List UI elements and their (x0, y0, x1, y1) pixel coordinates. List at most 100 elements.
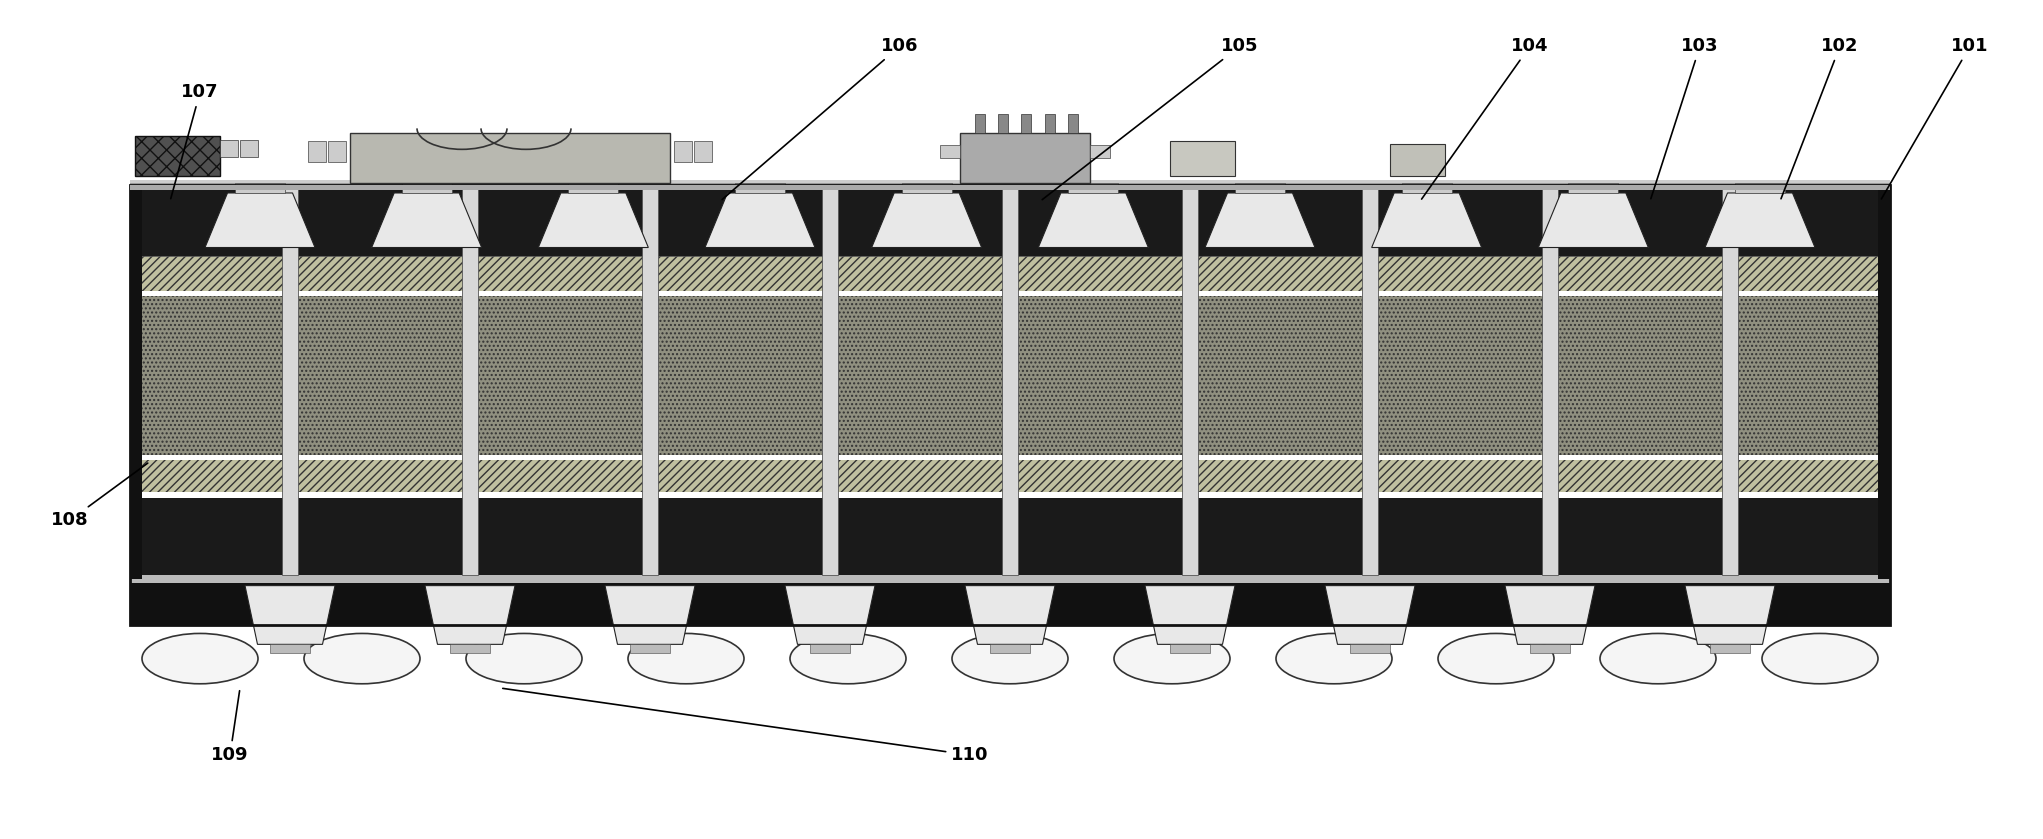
Bar (1735, 183, 1786, 193)
Text: 105: 105 (1042, 37, 1258, 200)
Bar (462, 189, 478, 575)
Bar (629, 644, 670, 653)
Bar (131, 457, 1890, 495)
Bar (960, 133, 1091, 183)
Bar (131, 185, 1890, 256)
Bar (131, 495, 1890, 579)
Bar (1710, 644, 1751, 653)
Bar (1569, 183, 1618, 193)
Bar (1350, 644, 1389, 653)
Bar (270, 644, 311, 653)
Bar (131, 185, 1890, 190)
Bar (131, 185, 1890, 625)
Bar (674, 141, 693, 162)
Ellipse shape (1277, 633, 1391, 684)
Bar (821, 189, 838, 575)
Bar (131, 294, 1890, 457)
Bar (135, 136, 221, 176)
Text: 107: 107 (172, 83, 219, 199)
Polygon shape (245, 586, 335, 644)
Polygon shape (1506, 586, 1596, 644)
Bar (940, 145, 960, 158)
Ellipse shape (791, 633, 905, 684)
Bar (131, 575, 1890, 583)
Polygon shape (539, 193, 648, 248)
Bar (131, 183, 1890, 186)
Bar (402, 183, 452, 193)
Bar (131, 256, 1890, 294)
Polygon shape (964, 586, 1054, 644)
Ellipse shape (1113, 633, 1230, 684)
Bar (1091, 145, 1109, 158)
Bar (1022, 114, 1032, 133)
Polygon shape (785, 586, 874, 644)
Bar (221, 140, 237, 157)
Polygon shape (872, 193, 983, 248)
Polygon shape (372, 193, 482, 248)
Text: 106: 106 (721, 37, 919, 200)
Bar (1401, 183, 1453, 193)
Bar (329, 141, 345, 162)
Polygon shape (1205, 193, 1316, 248)
Polygon shape (705, 193, 815, 248)
Text: 108: 108 (51, 463, 147, 529)
Bar (991, 644, 1030, 653)
Bar (1530, 644, 1569, 653)
Ellipse shape (952, 633, 1068, 684)
Polygon shape (1371, 193, 1481, 248)
Bar (239, 140, 257, 157)
Bar (1068, 183, 1118, 193)
Bar (349, 133, 670, 183)
Bar (1001, 189, 1017, 575)
Bar (1542, 189, 1559, 575)
Ellipse shape (1438, 633, 1555, 684)
Ellipse shape (1600, 633, 1716, 684)
Text: 110: 110 (503, 688, 989, 764)
Text: 103: 103 (1651, 37, 1718, 199)
Bar (449, 644, 490, 653)
Polygon shape (1538, 193, 1649, 248)
Bar (1236, 183, 1285, 193)
Polygon shape (1326, 586, 1416, 644)
Bar (282, 189, 298, 575)
Bar (131, 291, 1890, 296)
Bar (809, 644, 850, 653)
Bar (1363, 189, 1377, 575)
Bar (975, 114, 985, 133)
Text: 109: 109 (210, 690, 249, 764)
Bar (235, 183, 286, 193)
Bar (735, 183, 785, 193)
Bar (997, 114, 1007, 133)
Bar (131, 185, 143, 579)
Bar (131, 579, 1890, 625)
Bar (1068, 114, 1079, 133)
Polygon shape (605, 586, 695, 644)
Bar (1171, 644, 1209, 653)
Bar (131, 180, 1890, 183)
Ellipse shape (627, 633, 744, 684)
Polygon shape (1706, 193, 1814, 248)
Bar (1722, 189, 1739, 575)
Bar (1389, 144, 1444, 176)
Ellipse shape (304, 633, 421, 684)
Bar (901, 183, 952, 193)
Bar (568, 183, 619, 193)
Polygon shape (1144, 586, 1236, 644)
Bar (1046, 114, 1054, 133)
Bar (1878, 185, 1890, 579)
Polygon shape (1038, 193, 1148, 248)
Bar (1183, 189, 1197, 575)
Ellipse shape (466, 633, 582, 684)
Bar (642, 189, 658, 575)
Polygon shape (204, 193, 315, 248)
Bar (131, 492, 1890, 498)
Polygon shape (425, 586, 515, 644)
Bar (1171, 141, 1236, 176)
Text: 104: 104 (1422, 37, 1549, 199)
Bar (308, 141, 327, 162)
Bar (131, 455, 1890, 460)
Text: 101: 101 (1882, 37, 1988, 199)
Ellipse shape (1761, 633, 1878, 684)
Text: 102: 102 (1781, 37, 1859, 199)
Bar (695, 141, 713, 162)
